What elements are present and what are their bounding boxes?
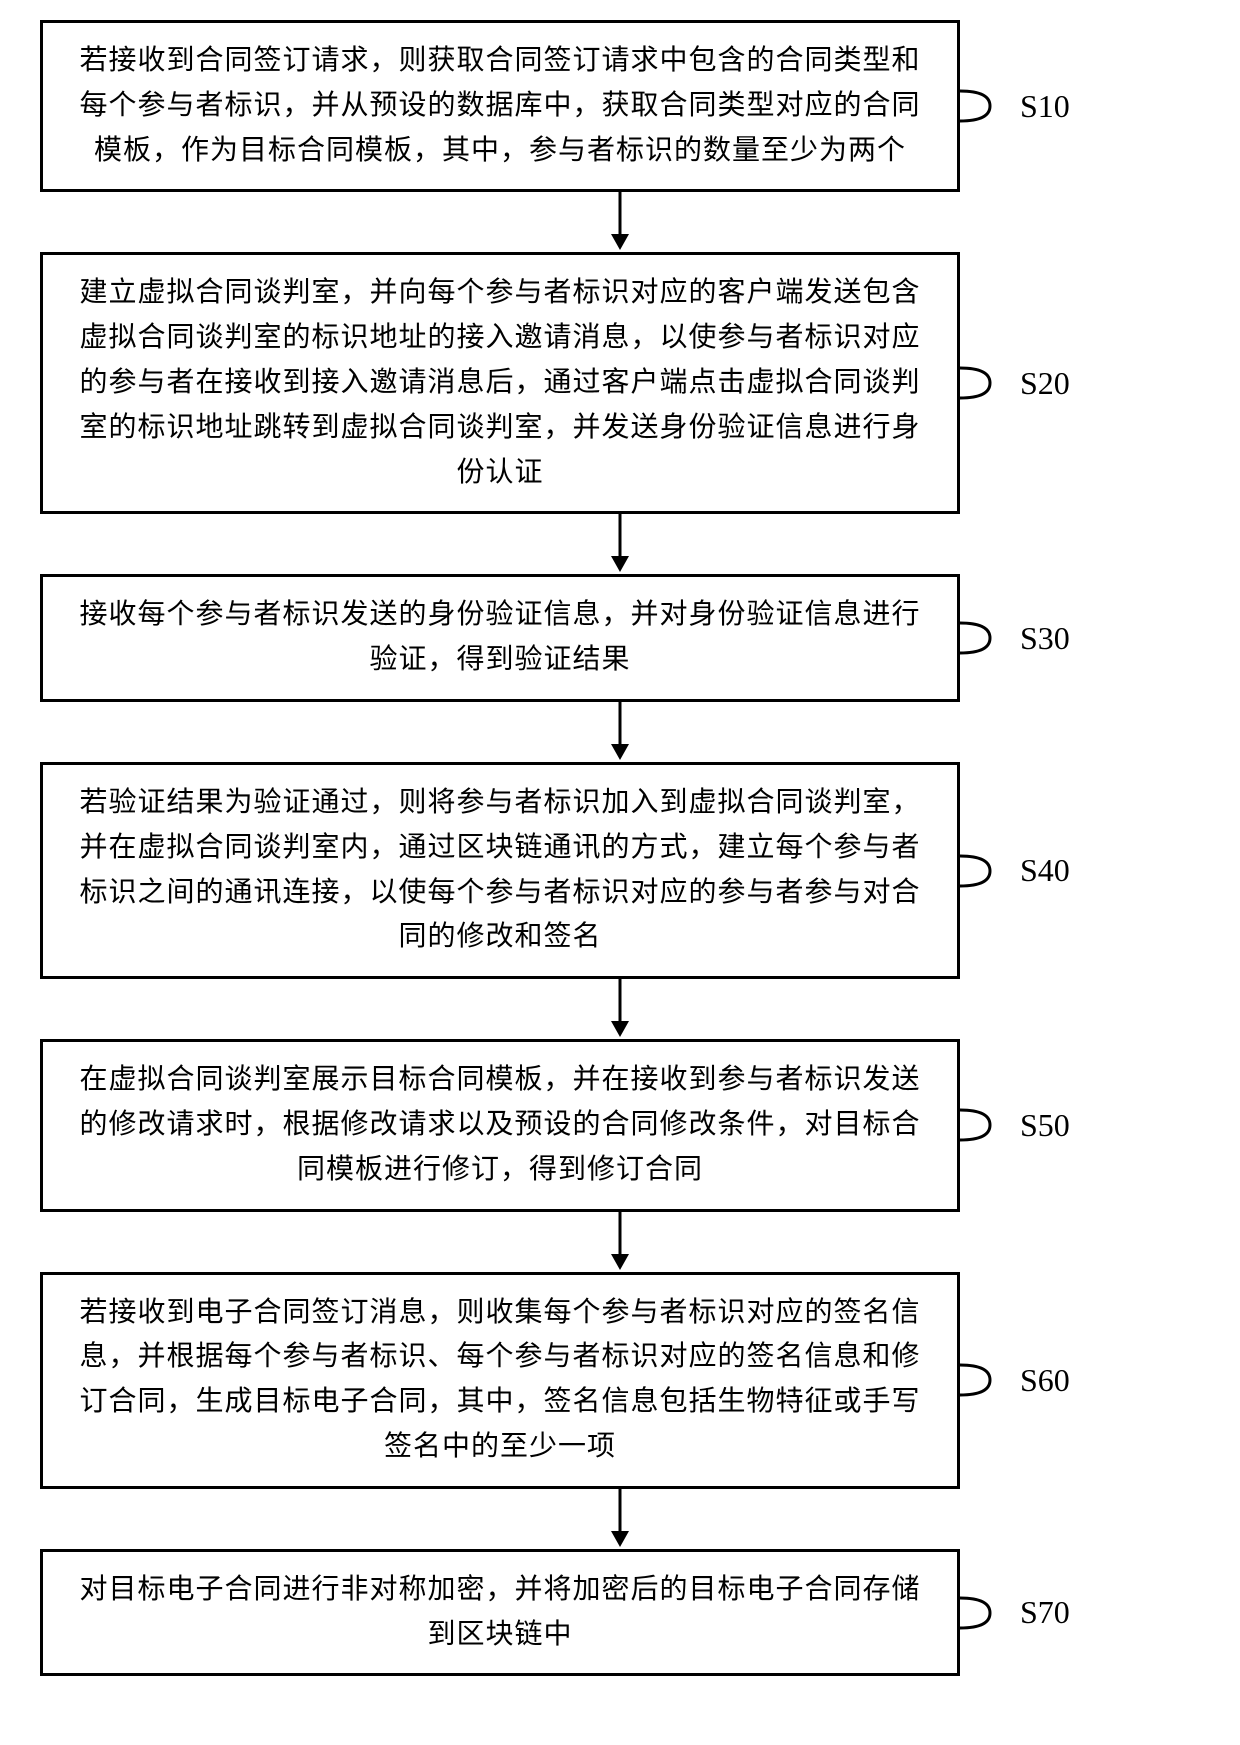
bracket-icon xyxy=(960,1105,1020,1145)
bracket-icon xyxy=(960,1593,1020,1633)
step-text: 若验证结果为验证通过，则将参与者标识加入到虚拟合同谈判室，并在虚拟合同谈判室内，… xyxy=(79,787,920,952)
bracket-icon xyxy=(960,86,1020,126)
step-label-s60: S60 xyxy=(1020,1362,1070,1399)
step-box-s30: 接收每个参与者标识发送的身份验证信息，并对身份验证信息进行验证，得到验证结果 xyxy=(40,574,960,702)
step-row-s10: 若接收到合同签订请求，则获取合同签订请求中包含的合同类型和每个参与者标识，并从预… xyxy=(40,20,1200,192)
step-label-s20: S20 xyxy=(1020,365,1070,402)
arrow-icon xyxy=(160,192,1080,252)
bracket-icon xyxy=(960,618,1020,658)
step-text: 接收每个参与者标识发送的身份验证信息，并对身份验证信息进行验证，得到验证结果 xyxy=(79,599,920,675)
step-row-s30: 接收每个参与者标识发送的身份验证信息，并对身份验证信息进行验证，得到验证结果 S… xyxy=(40,574,1200,702)
step-text: 建立虚拟合同谈判室，并向每个参与者标识对应的客户端发送包含虚拟合同谈判室的标识地… xyxy=(79,277,920,487)
step-box-s40: 若验证结果为验证通过，则将参与者标识加入到虚拟合同谈判室，并在虚拟合同谈判室内，… xyxy=(40,762,960,979)
step-row-s40: 若验证结果为验证通过，则将参与者标识加入到虚拟合同谈判室，并在虚拟合同谈判室内，… xyxy=(40,762,1200,979)
arrow-icon xyxy=(160,1212,1080,1272)
bracket-icon xyxy=(960,1360,1020,1400)
arrow-icon xyxy=(160,514,1080,574)
step-text: 若接收到电子合同签订消息，则收集每个参与者标识对应的签名信息，并根据每个参与者标… xyxy=(79,1297,920,1462)
step-box-s20: 建立虚拟合同谈判室，并向每个参与者标识对应的客户端发送包含虚拟合同谈判室的标识地… xyxy=(40,252,960,514)
step-row-s20: 建立虚拟合同谈判室，并向每个参与者标识对应的客户端发送包含虚拟合同谈判室的标识地… xyxy=(40,252,1200,514)
step-label-s40: S40 xyxy=(1020,852,1070,889)
arrow-icon xyxy=(160,979,1080,1039)
step-box-s60: 若接收到电子合同签订消息，则收集每个参与者标识对应的签名信息，并根据每个参与者标… xyxy=(40,1272,960,1489)
flowchart-container: 若接收到合同签订请求，则获取合同签订请求中包含的合同类型和每个参与者标识，并从预… xyxy=(40,20,1200,1676)
step-label-s70: S70 xyxy=(1020,1594,1070,1631)
step-row-s50: 在虚拟合同谈判室展示目标合同模板，并在接收到参与者标识发送的修改请求时，根据修改… xyxy=(40,1039,1200,1211)
step-label-s50: S50 xyxy=(1020,1107,1070,1144)
bracket-icon xyxy=(960,363,1020,403)
step-label-s30: S30 xyxy=(1020,620,1070,657)
step-row-s70: 对目标电子合同进行非对称加密，并将加密后的目标电子合同存储到区块链中 S70 xyxy=(40,1549,1200,1677)
step-text: 对目标电子合同进行非对称加密，并将加密后的目标电子合同存储到区块链中 xyxy=(79,1574,920,1650)
step-label-s10: S10 xyxy=(1020,88,1070,125)
step-row-s60: 若接收到电子合同签订消息，则收集每个参与者标识对应的签名信息，并根据每个参与者标… xyxy=(40,1272,1200,1489)
arrow-icon xyxy=(160,1489,1080,1549)
step-text: 在虚拟合同谈判室展示目标合同模板，并在接收到参与者标识发送的修改请求时，根据修改… xyxy=(79,1064,920,1185)
step-box-s50: 在虚拟合同谈判室展示目标合同模板，并在接收到参与者标识发送的修改请求时，根据修改… xyxy=(40,1039,960,1211)
arrow-icon xyxy=(160,702,1080,762)
bracket-icon xyxy=(960,851,1020,891)
step-text: 若接收到合同签订请求，则获取合同签订请求中包含的合同类型和每个参与者标识，并从预… xyxy=(79,45,920,166)
step-box-s10: 若接收到合同签订请求，则获取合同签订请求中包含的合同类型和每个参与者标识，并从预… xyxy=(40,20,960,192)
step-box-s70: 对目标电子合同进行非对称加密，并将加密后的目标电子合同存储到区块链中 xyxy=(40,1549,960,1677)
